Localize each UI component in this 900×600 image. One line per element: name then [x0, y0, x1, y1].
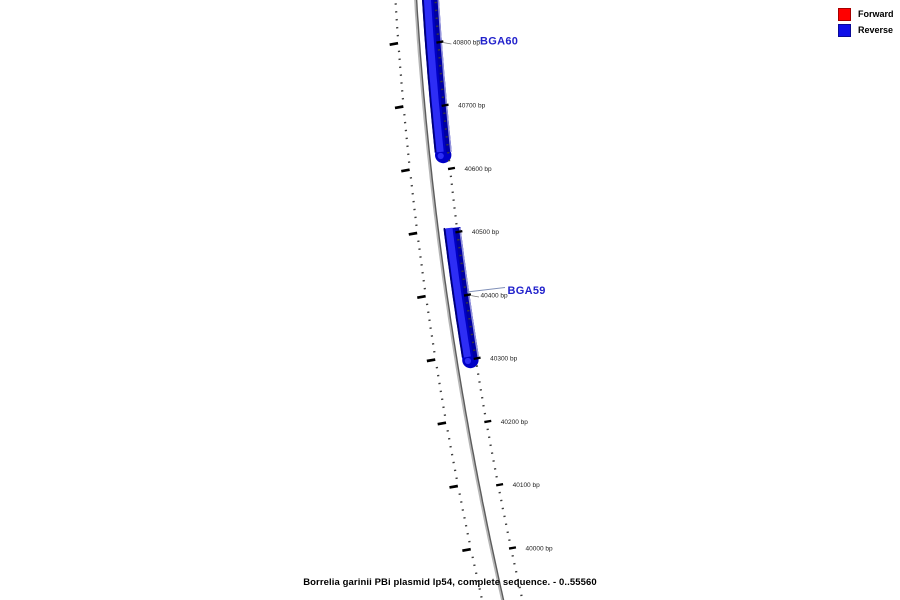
- legend-label-reverse: Reverse: [858, 25, 894, 35]
- legend-item-reverse: Reverse: [838, 23, 894, 37]
- legend-label-forward: Forward: [858, 9, 894, 19]
- tick-label: 40800 bp: [453, 39, 480, 46]
- tick-labels: 40800 bp 40700 bp 40600 bp 40500 bp 40400 bp…: [453, 39, 553, 552]
- tick-label: 40200 bp: [501, 419, 528, 426]
- tick-label: 40400 bp: [481, 292, 508, 299]
- legend-item-forward: Forward: [838, 7, 894, 21]
- gene-band-bga60: [421, 0, 452, 164]
- major-ticks: [389, 40, 517, 553]
- gene-labels: BGA60 BGA59: [466, 36, 546, 297]
- tick-label: 40300 bp: [490, 356, 517, 363]
- tick-label: 40700 bp: [458, 103, 485, 110]
- legend: Forward Reverse: [838, 7, 894, 40]
- gene-label-bga59: BGA59: [508, 285, 546, 297]
- reverse-swatch: [838, 23, 851, 37]
- gene-band-bga59: [443, 227, 479, 369]
- minor-tick-dots: [394, 1, 523, 598]
- tick-label: 40500 bp: [472, 229, 499, 236]
- gene-label-bga60: BGA60: [480, 36, 518, 48]
- tick-label: 40100 bp: [513, 482, 540, 489]
- tick-label: 40600 bp: [465, 166, 492, 173]
- map-title: Borrelia garinii PBi plasmid lp54, compl…: [303, 577, 597, 588]
- tick-label: 40000 bp: [526, 545, 553, 552]
- backbone-arc: [414, 0, 505, 600]
- forward-swatch: [838, 7, 851, 21]
